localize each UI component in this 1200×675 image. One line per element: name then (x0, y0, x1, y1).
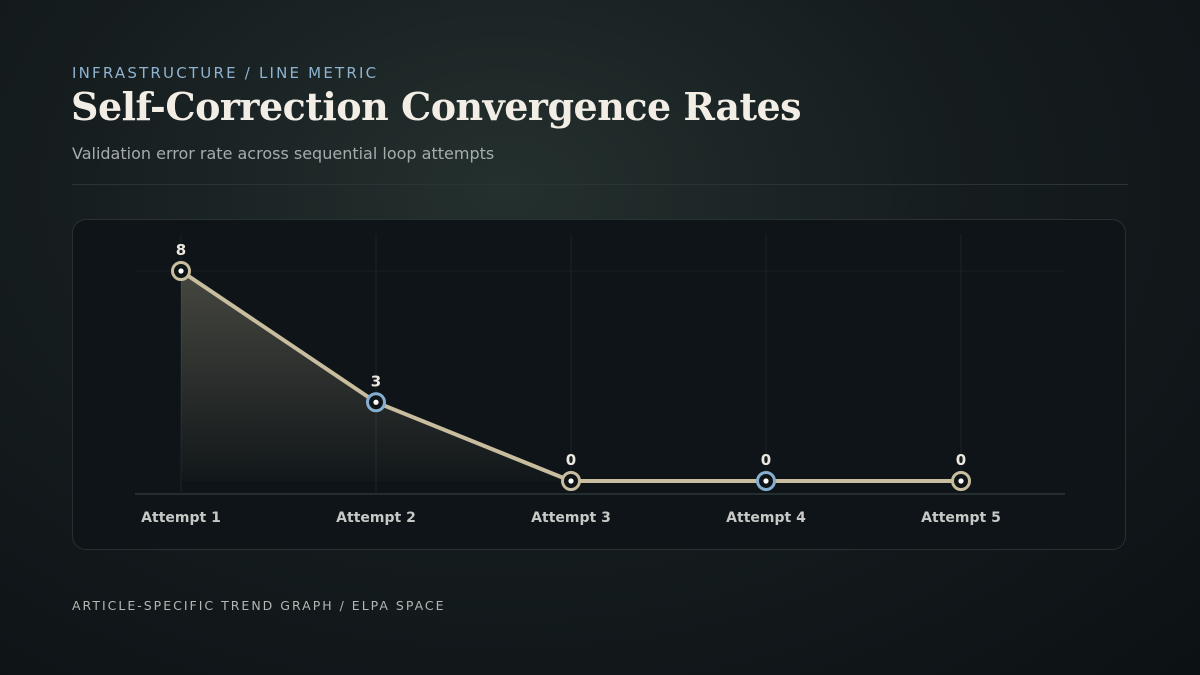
data-point-center (568, 478, 574, 484)
data-label: 3 (371, 372, 381, 390)
x-tick-label: Attempt 3 (531, 510, 611, 526)
data-point-center (763, 478, 769, 484)
chart-card: 8 Attempt 1 3 Attempt 2 0 Attempt 3 0 Attempt 4… (72, 219, 1126, 550)
line-chart: 8 Attempt 1 3 Attempt 2 0 Attempt 3 0 Attempt 4… (135, 234, 1065, 526)
page-footer: ARTICLE-SPECIFIC TREND GRAPH / ELPA SPAC… (72, 598, 446, 613)
data-label: 0 (566, 451, 576, 469)
data-label: 8 (176, 241, 186, 259)
data-point-5[interactable] (951, 471, 971, 491)
data-point-center (958, 478, 964, 484)
data-point-1[interactable] (171, 261, 191, 281)
x-tick-label: Attempt 2 (336, 510, 416, 526)
data-label: 0 (761, 451, 771, 469)
data-point-4[interactable] (756, 471, 776, 491)
page-title: Self-Correction Convergence Rates (71, 84, 802, 129)
header-divider (72, 184, 1128, 185)
series-area (181, 271, 961, 481)
data-point-2[interactable] (366, 392, 386, 413)
x-tick-label: Attempt 1 (141, 510, 221, 526)
data-point-center (373, 399, 379, 405)
data-point-center (178, 268, 184, 274)
x-tick-label: Attempt 4 (726, 510, 806, 526)
data-point-3[interactable] (561, 471, 581, 491)
page-subtitle: Validation error rate across sequential … (72, 144, 495, 163)
data-label: 0 (956, 451, 966, 469)
x-tick-label: Attempt 5 (921, 510, 1001, 526)
page-eyebrow: INFRASTRUCTURE / LINE METRIC (72, 64, 379, 82)
